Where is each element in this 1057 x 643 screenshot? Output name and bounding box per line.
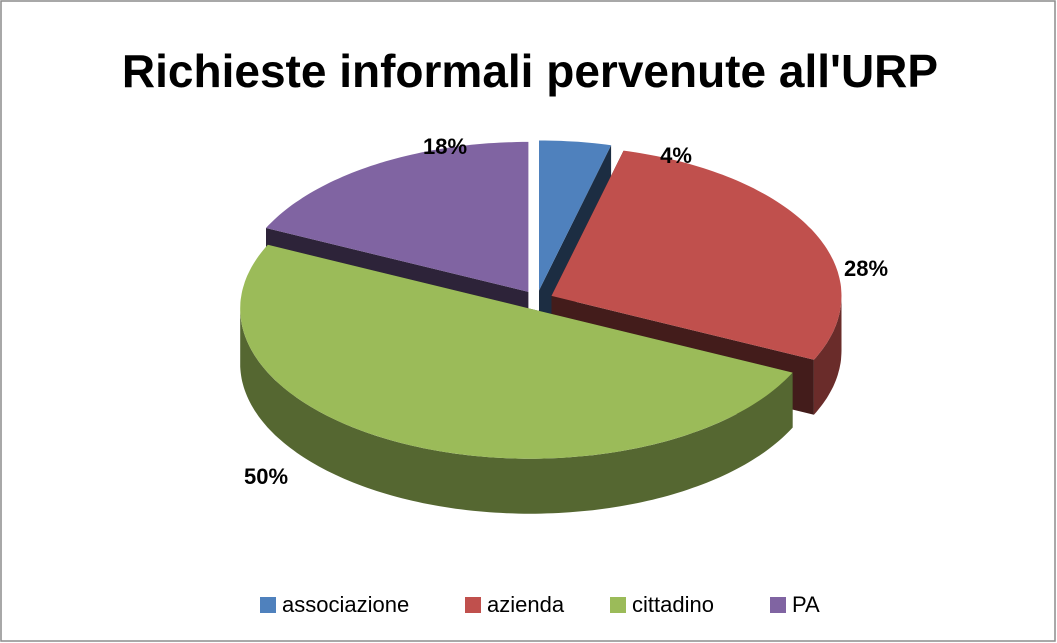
legend-label: azienda xyxy=(487,592,565,617)
legend-swatch xyxy=(465,597,481,613)
legend-label: PA xyxy=(792,592,820,617)
slice-top xyxy=(539,140,612,291)
legend-swatch xyxy=(260,597,276,613)
slice-wall xyxy=(240,308,793,514)
chart-title: Richieste informali pervenute all'URP xyxy=(122,45,938,97)
slice-top xyxy=(266,141,529,292)
slice-top xyxy=(240,244,793,459)
data-label: 50% xyxy=(244,464,288,489)
legend-swatch xyxy=(610,597,626,613)
data-label: 18% xyxy=(423,134,467,159)
data-label: 4% xyxy=(660,143,692,168)
legend-label: cittadino xyxy=(632,592,714,617)
slice xyxy=(240,244,793,514)
legend-swatch xyxy=(770,597,786,613)
data-label: 28% xyxy=(844,256,888,281)
legend-label: associazione xyxy=(282,592,409,617)
slice-top xyxy=(551,150,842,360)
slice-wall xyxy=(813,295,842,415)
